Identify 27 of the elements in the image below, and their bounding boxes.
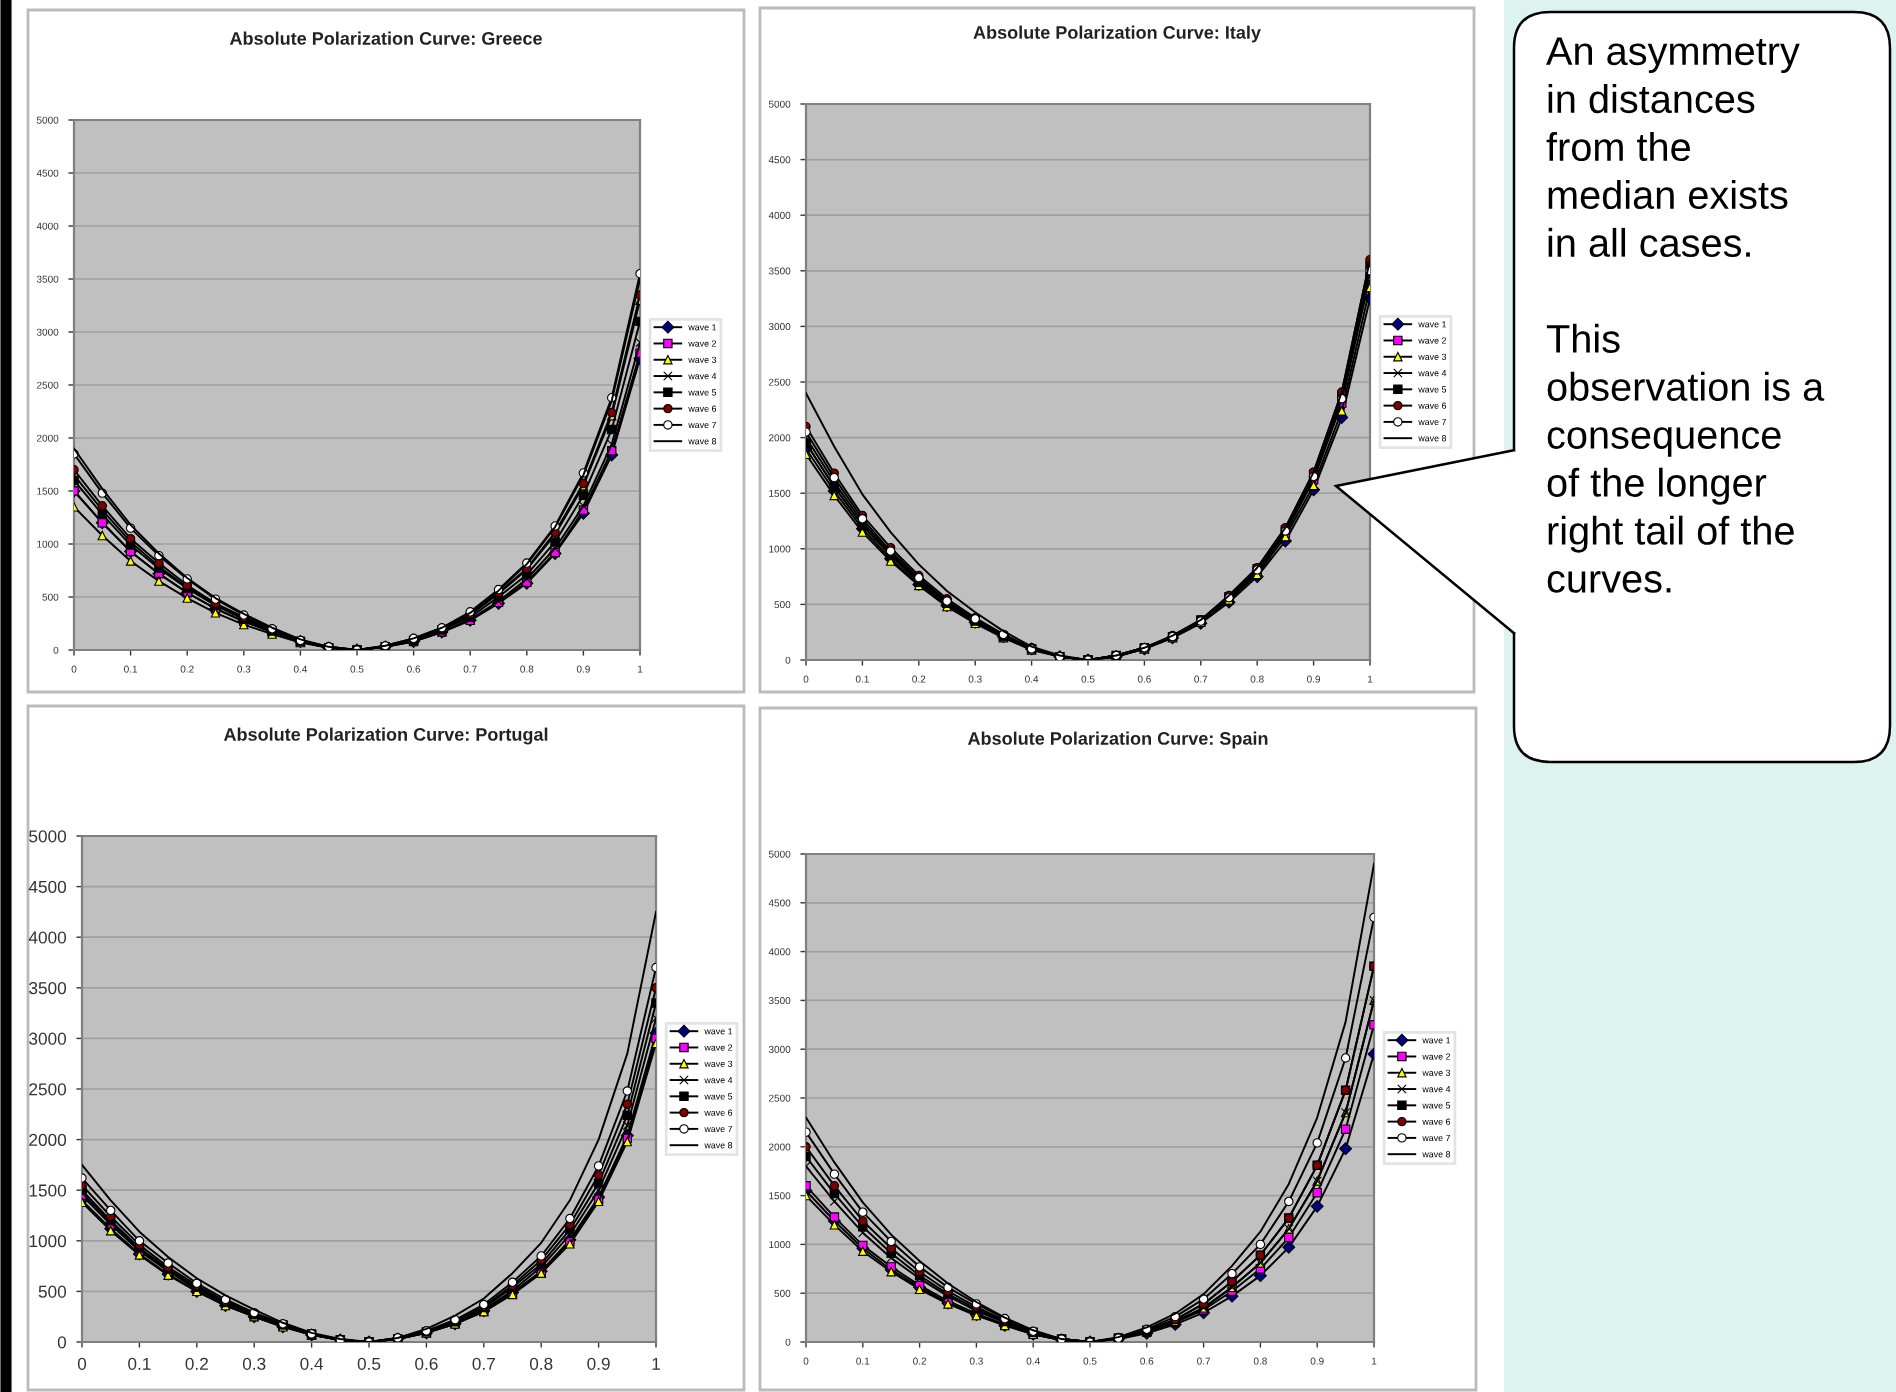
y-tick-label: 3500: [29, 982, 67, 995]
x-tick-label: 0.8: [529, 1357, 553, 1370]
x-tick-label: 0.9: [587, 1357, 610, 1370]
x-tick-label: 0.3: [242, 1357, 266, 1370]
x-tick-label: 0.7: [472, 1357, 495, 1370]
x-tick-label: 0: [77, 1357, 87, 1370]
y-tick-label: 0: [57, 1336, 67, 1349]
chart-title: Absolute Polarization Curve: Greece: [229, 31, 542, 45]
y-tick-label: 1000: [29, 1235, 67, 1248]
chart-title: Absolute Polarization Curve: Portugal: [223, 727, 548, 745]
y-tick-label: 4000: [28, 931, 67, 944]
y-tick-label: 4500: [28, 880, 67, 894]
chart-title: Absolute Polarization Curve: Spain: [967, 731, 1268, 749]
chart-title: Absolute Polarization Curve: Italy: [973, 25, 1261, 43]
x-tick-label: 0.5: [357, 1357, 381, 1370]
y-tick-label: 500: [38, 1285, 67, 1298]
x-tick-label: 0.2: [185, 1357, 208, 1370]
y-tick-label: 1500: [29, 1184, 67, 1197]
x-tick-label: 0.1: [128, 1357, 151, 1370]
x-tick-label: 1: [652, 1357, 660, 1370]
y-tick-label: 2500: [29, 1083, 67, 1096]
y-tick-label: 3000: [29, 1032, 67, 1045]
y-tick-label: 2000: [29, 1133, 67, 1147]
y-tick-label: 5000: [29, 830, 67, 843]
x-tick-label: 0.6: [415, 1357, 438, 1370]
text: An asymmetry in distances from the median exists in all cases. This observation is a consequence of the longer right tail of the curves.: [1546, 37, 1825, 593]
x-tick-label: 0.4: [300, 1357, 324, 1370]
